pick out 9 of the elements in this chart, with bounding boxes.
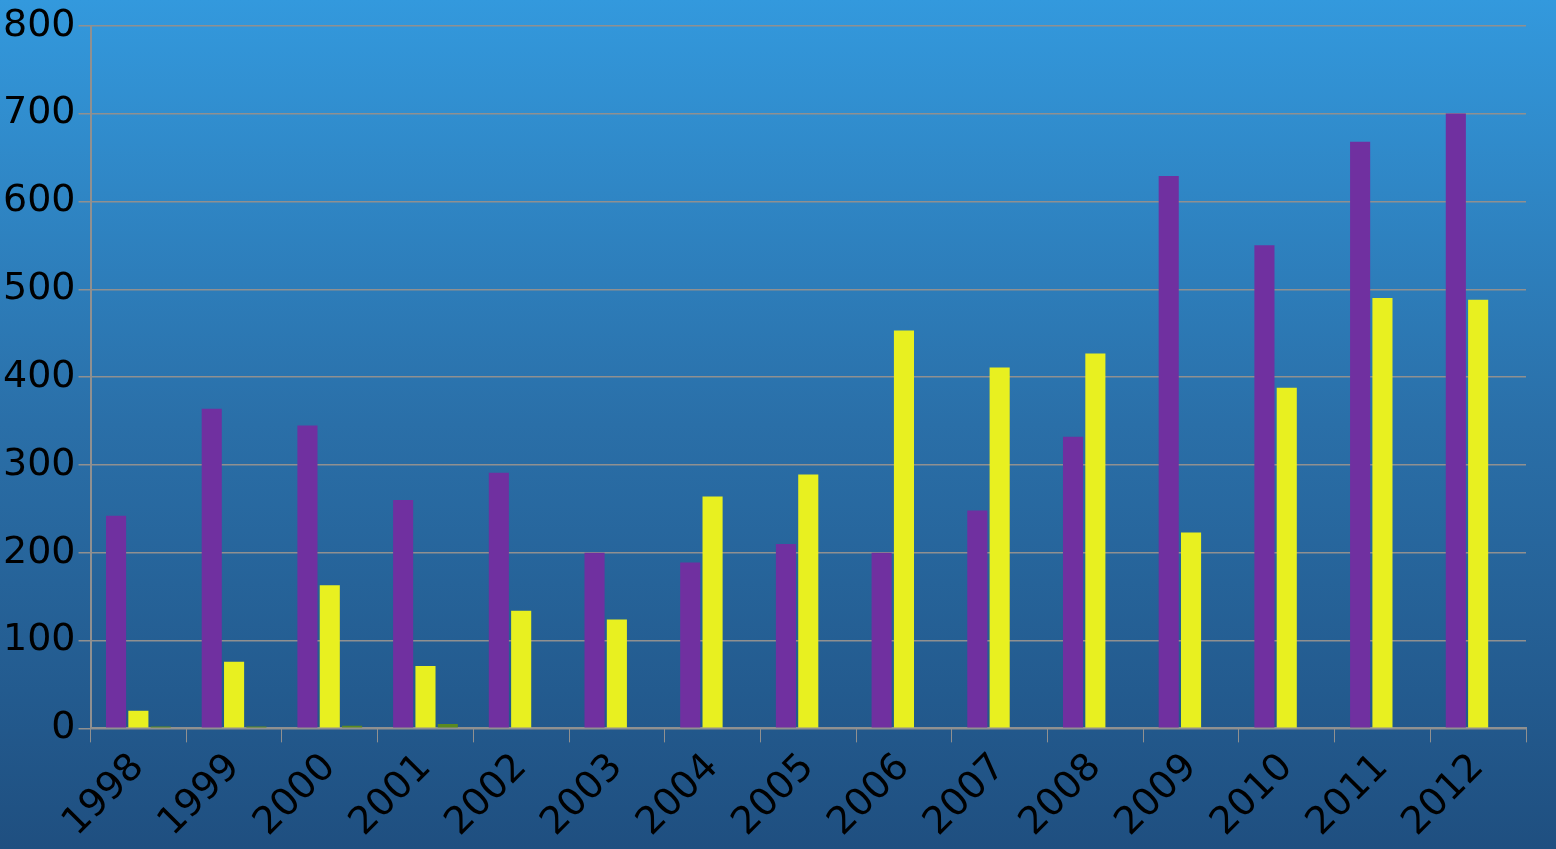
y-tick-label: 600 [3, 176, 76, 221]
y-tick-label: 500 [3, 264, 76, 309]
y-tick-label: 800 [3, 0, 76, 45]
y-tick-label: 700 [3, 88, 76, 133]
y-tick-label: 300 [3, 439, 76, 484]
y-tick-label: 200 [3, 527, 76, 572]
y-tick-label: 400 [3, 351, 76, 396]
y-tick-label: 0 [51, 703, 76, 748]
y-tick-label: 100 [3, 615, 76, 660]
